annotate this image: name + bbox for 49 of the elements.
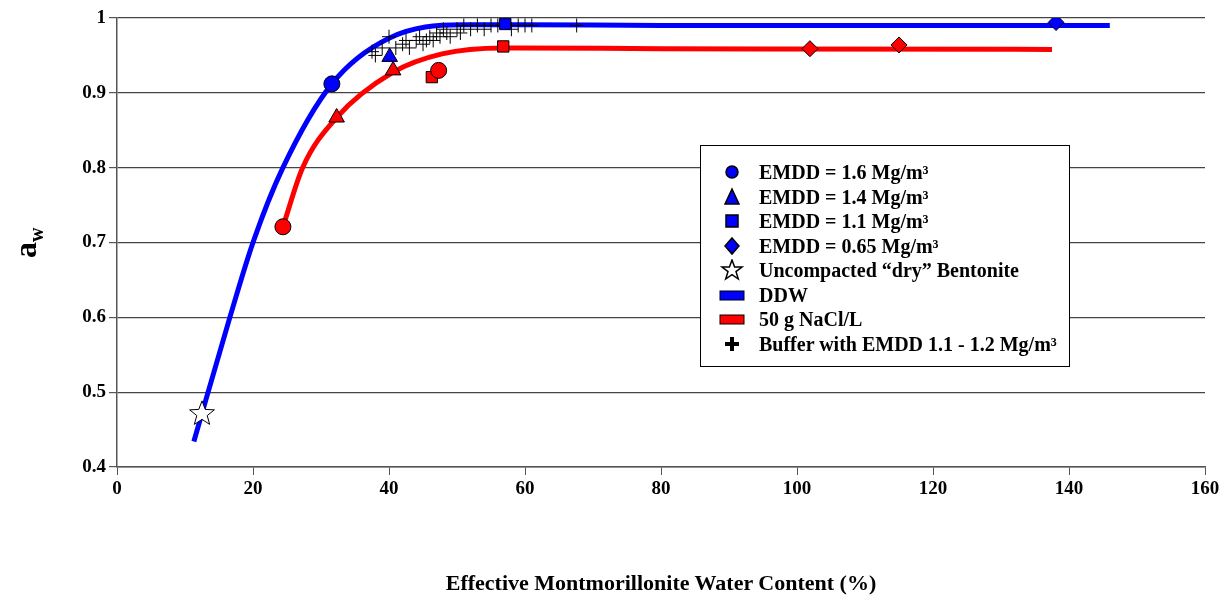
y-tick-label: 0.4	[82, 454, 107, 476]
x-axis-title: Effective Montmorillonite Water Content (%)	[445, 570, 877, 596]
point	[323, 75, 341, 93]
point	[381, 29, 397, 45]
legend-label: DDW	[759, 282, 808, 307]
point	[415, 36, 431, 52]
point	[469, 18, 485, 33]
point	[499, 18, 512, 31]
x-tick-label: 160	[1190, 477, 1220, 499]
point	[430, 61, 448, 79]
point	[452, 25, 468, 41]
point	[463, 21, 479, 37]
y-tick-label: 0.7	[82, 230, 107, 252]
point	[328, 108, 345, 123]
point	[189, 400, 215, 425]
x-tick-label: 80	[651, 477, 671, 499]
y-tick-label: 0.6	[82, 305, 106, 327]
x-tick-label: 120	[918, 477, 948, 499]
point	[801, 40, 819, 58]
y-tick-label: 0.8	[82, 155, 106, 177]
point	[274, 218, 292, 236]
point	[439, 25, 455, 41]
y-tick-label: 0.9	[82, 80, 106, 102]
point	[401, 40, 417, 56]
x-tick-label: 140	[1054, 477, 1084, 499]
legend-label: EMDD = 1.4 Mg/m³	[759, 184, 929, 209]
legend-label: Buffer with EMDD 1.1 - 1.2 Mg/m³	[759, 331, 1057, 356]
y-tick-label: 0.5	[82, 380, 106, 402]
point	[456, 18, 472, 33]
x-tick-label: 20	[243, 477, 263, 499]
point	[388, 40, 404, 56]
x-tick-label: 0	[112, 477, 122, 499]
point	[497, 40, 510, 53]
point	[449, 21, 465, 37]
legend-label: EMDD = 1.1 Mg/m³	[759, 209, 929, 234]
point	[395, 36, 411, 52]
point	[890, 36, 908, 54]
legend-label: EMDD = 0.65 Mg/m³	[759, 233, 939, 258]
legend-label: 50 g NaCl/L	[759, 307, 863, 332]
x-tick-label: 40	[379, 477, 399, 499]
point	[524, 18, 540, 33]
point	[569, 18, 585, 33]
x-tick-label: 60	[515, 477, 535, 499]
point	[374, 40, 390, 56]
legend-label: Uncompacted “dry” Bentonite	[759, 258, 1019, 283]
point	[476, 21, 492, 37]
x-tick-label: 100	[782, 477, 812, 499]
legend-label: EMDD = 1.6 Mg/m³	[759, 160, 929, 185]
y-tick-label: 1	[96, 5, 106, 27]
